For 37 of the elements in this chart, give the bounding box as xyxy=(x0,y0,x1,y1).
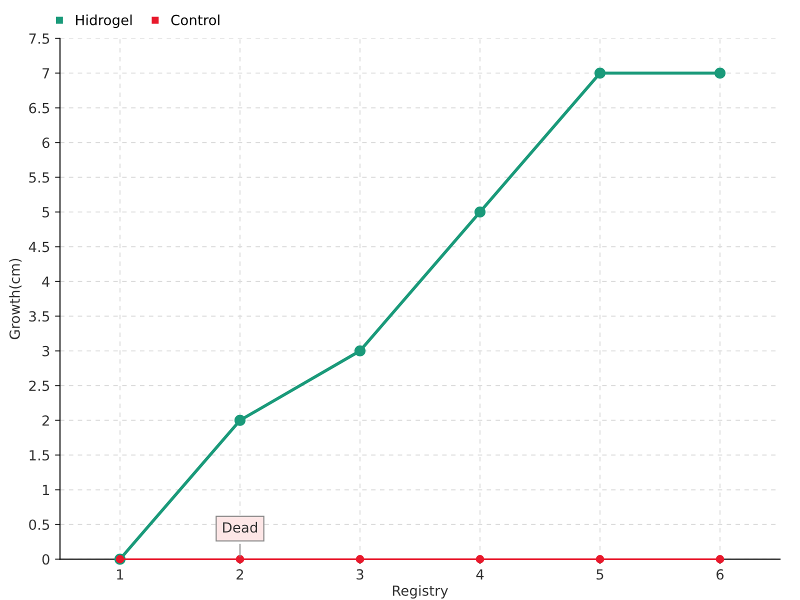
point xyxy=(236,555,244,564)
legend-label: Control xyxy=(171,14,220,26)
point xyxy=(476,555,484,564)
point xyxy=(594,68,606,79)
y-tick-label: 4.5 xyxy=(28,242,50,252)
y-axis-title: Growth(cm) xyxy=(9,258,22,340)
y-tick-label: 1.5 xyxy=(30,450,50,461)
y-tick-label: 3.5 xyxy=(29,311,50,322)
point xyxy=(716,555,724,564)
point xyxy=(234,414,246,426)
y-tick-label: 2.5 xyxy=(29,380,50,392)
legend-label: Hidrogel xyxy=(76,14,132,28)
x-tick-label: 5 xyxy=(596,569,604,580)
annotation: Dead xyxy=(223,522,258,533)
x-tick-label: 1 xyxy=(117,569,124,580)
x-tick-label: 2 xyxy=(236,569,244,580)
y-tick-label: 3 xyxy=(42,346,50,356)
point xyxy=(356,555,364,564)
y-tick-label: 0 xyxy=(42,554,50,565)
x-tick-label: 3 xyxy=(356,569,364,580)
y-tick-label: 6.5 xyxy=(29,102,50,114)
x-tick-label: 4 xyxy=(476,569,484,580)
y-tick-label: 7 xyxy=(42,68,50,78)
y-tick-label: 1 xyxy=(42,484,49,496)
y-tick-label: 2 xyxy=(42,415,49,426)
y-tick-label: 7.5 xyxy=(29,34,50,44)
y-tick-label: 0.5 xyxy=(29,519,50,530)
y-tick-label: 4 xyxy=(42,276,50,287)
y-tick-label: 5 xyxy=(42,207,50,218)
y-tick-label: 6 xyxy=(42,138,50,148)
x-tick-label: 6 xyxy=(716,569,724,580)
point xyxy=(596,555,604,564)
x-axis-title: Registry xyxy=(392,585,448,599)
point xyxy=(354,345,366,356)
point xyxy=(474,206,486,218)
point xyxy=(714,68,726,79)
y-tick-label: 5.5 xyxy=(29,172,50,183)
